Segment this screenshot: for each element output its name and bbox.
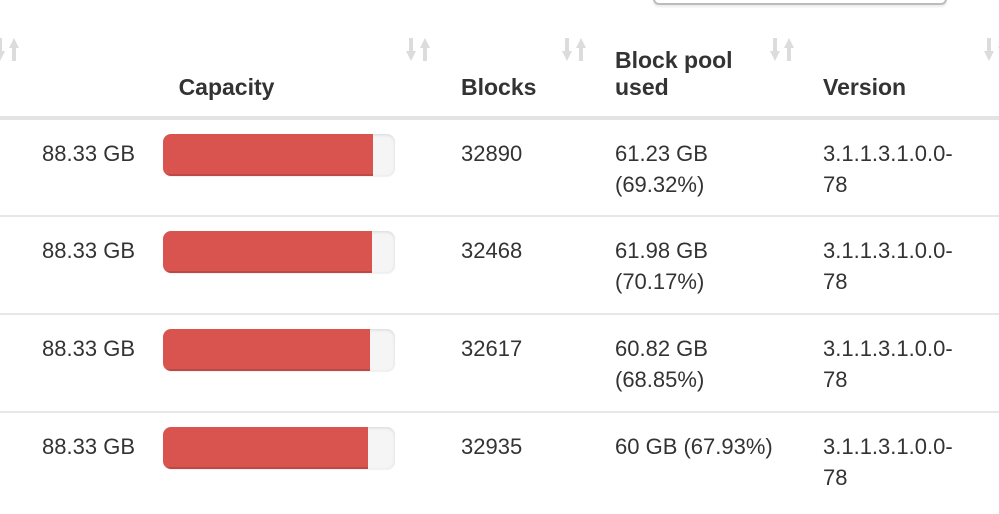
sort-up-arrow-icon: [784, 38, 794, 61]
capacity-used-bar: [163, 134, 395, 176]
sort-down-arrow-icon: [406, 38, 416, 61]
column-header-capacity[interactable]: Capacity: [22, 0, 445, 120]
capacity-used-bar: [163, 231, 395, 273]
capacity-value: 88.33 GB: [42, 434, 135, 459]
sort-down-arrow-icon: [562, 38, 572, 61]
column-label: Blocks: [461, 74, 537, 100]
sort-icon[interactable]: [0, 38, 19, 61]
clipped-cell: [0, 118, 22, 216]
version-cell: 3.1.1.3.1.0.0-78: [809, 313, 999, 412]
clipped-cell: [0, 215, 22, 314]
sort-icon[interactable]: [562, 38, 586, 61]
block-pool-used-cell: 61.98 GB (70.17%): [601, 215, 809, 314]
capacity-used-bar-fill: [163, 427, 369, 469]
version-cell: 3.1.1.3.1.0.0-78: [809, 411, 999, 510]
sort-down-arrow-icon: [984, 38, 994, 61]
capacity-cell: 88.33 GB: [22, 118, 445, 216]
table-row: 88.33 GB 32617 60.82 GB (68.85%) 3.1.1.3…: [0, 313, 999, 412]
sort-up-arrow-icon: [420, 38, 430, 61]
capacity-value: 88.33 GB: [42, 336, 135, 361]
table-row: 88.33 GB 32468 61.98 GB (70.17%) 3.1.1.3…: [0, 215, 999, 314]
capacity-used-bar: [163, 329, 395, 371]
block-pool-used-cell: 60 GB (67.93%): [601, 411, 809, 510]
capacity-cell: 88.33 GB: [22, 411, 445, 510]
capacity-used-bar-fill: [163, 329, 370, 371]
sort-icon[interactable]: [770, 38, 794, 61]
column-header-block-pool-used[interactable]: Block pool used: [601, 0, 809, 120]
capacity-cell: 88.33 GB: [22, 215, 445, 314]
table-body: 88.33 GB 32890 61.23 GB (69.32%) 3.1.1.3…: [0, 118, 999, 510]
blocks-cell: 32935: [445, 411, 601, 510]
sort-icon[interactable]: [406, 38, 430, 61]
sort-up-arrow-icon: [9, 38, 19, 61]
clipped-cell: [0, 411, 22, 510]
capacity-value: 88.33 GB: [42, 238, 135, 263]
table-header-row: Capacity Blocks Block pool used: [0, 0, 999, 120]
sort-down-arrow-icon: [770, 38, 780, 61]
sort-icon[interactable]: [984, 38, 999, 61]
capacity-used-bar-fill: [163, 231, 372, 273]
column-label: Block pool used: [615, 47, 733, 100]
version-cell: 3.1.1.3.1.0.0-78: [823, 141, 953, 197]
blocks-cell: 32617: [445, 313, 601, 412]
blocks-cell: 32468: [445, 215, 601, 314]
version-cell: 3.1.1.3.1.0.0-78: [809, 215, 999, 314]
block-pool-used-cell: 60.82 GB (68.85%): [601, 313, 809, 412]
column-header-blocks[interactable]: Blocks: [445, 0, 601, 120]
capacity-value: 88.33 GB: [42, 141, 135, 166]
block-pool-used-cell: 61.23 GB (69.32%): [615, 141, 708, 197]
column-header-version[interactable]: Version: [809, 0, 999, 120]
blocks-cell: 32890: [461, 141, 523, 166]
capacity-cell: 88.33 GB: [22, 313, 445, 412]
column-header-clipped[interactable]: [0, 0, 22, 120]
sort-up-arrow-icon: [576, 38, 586, 61]
capacity-used-bar-fill: [163, 134, 373, 176]
clipped-cell: [0, 313, 22, 412]
column-label: Version: [823, 74, 907, 100]
table-row: 88.33 GB 32935 60 GB (67.93%) 3.1.1.3.1.…: [0, 411, 999, 510]
table-row: 88.33 GB 32890 61.23 GB (69.32%) 3.1.1.3…: [0, 118, 999, 216]
capacity-used-bar: [163, 427, 395, 469]
column-label: Capacity: [178, 74, 275, 100]
sort-down-arrow-icon: [0, 38, 5, 61]
